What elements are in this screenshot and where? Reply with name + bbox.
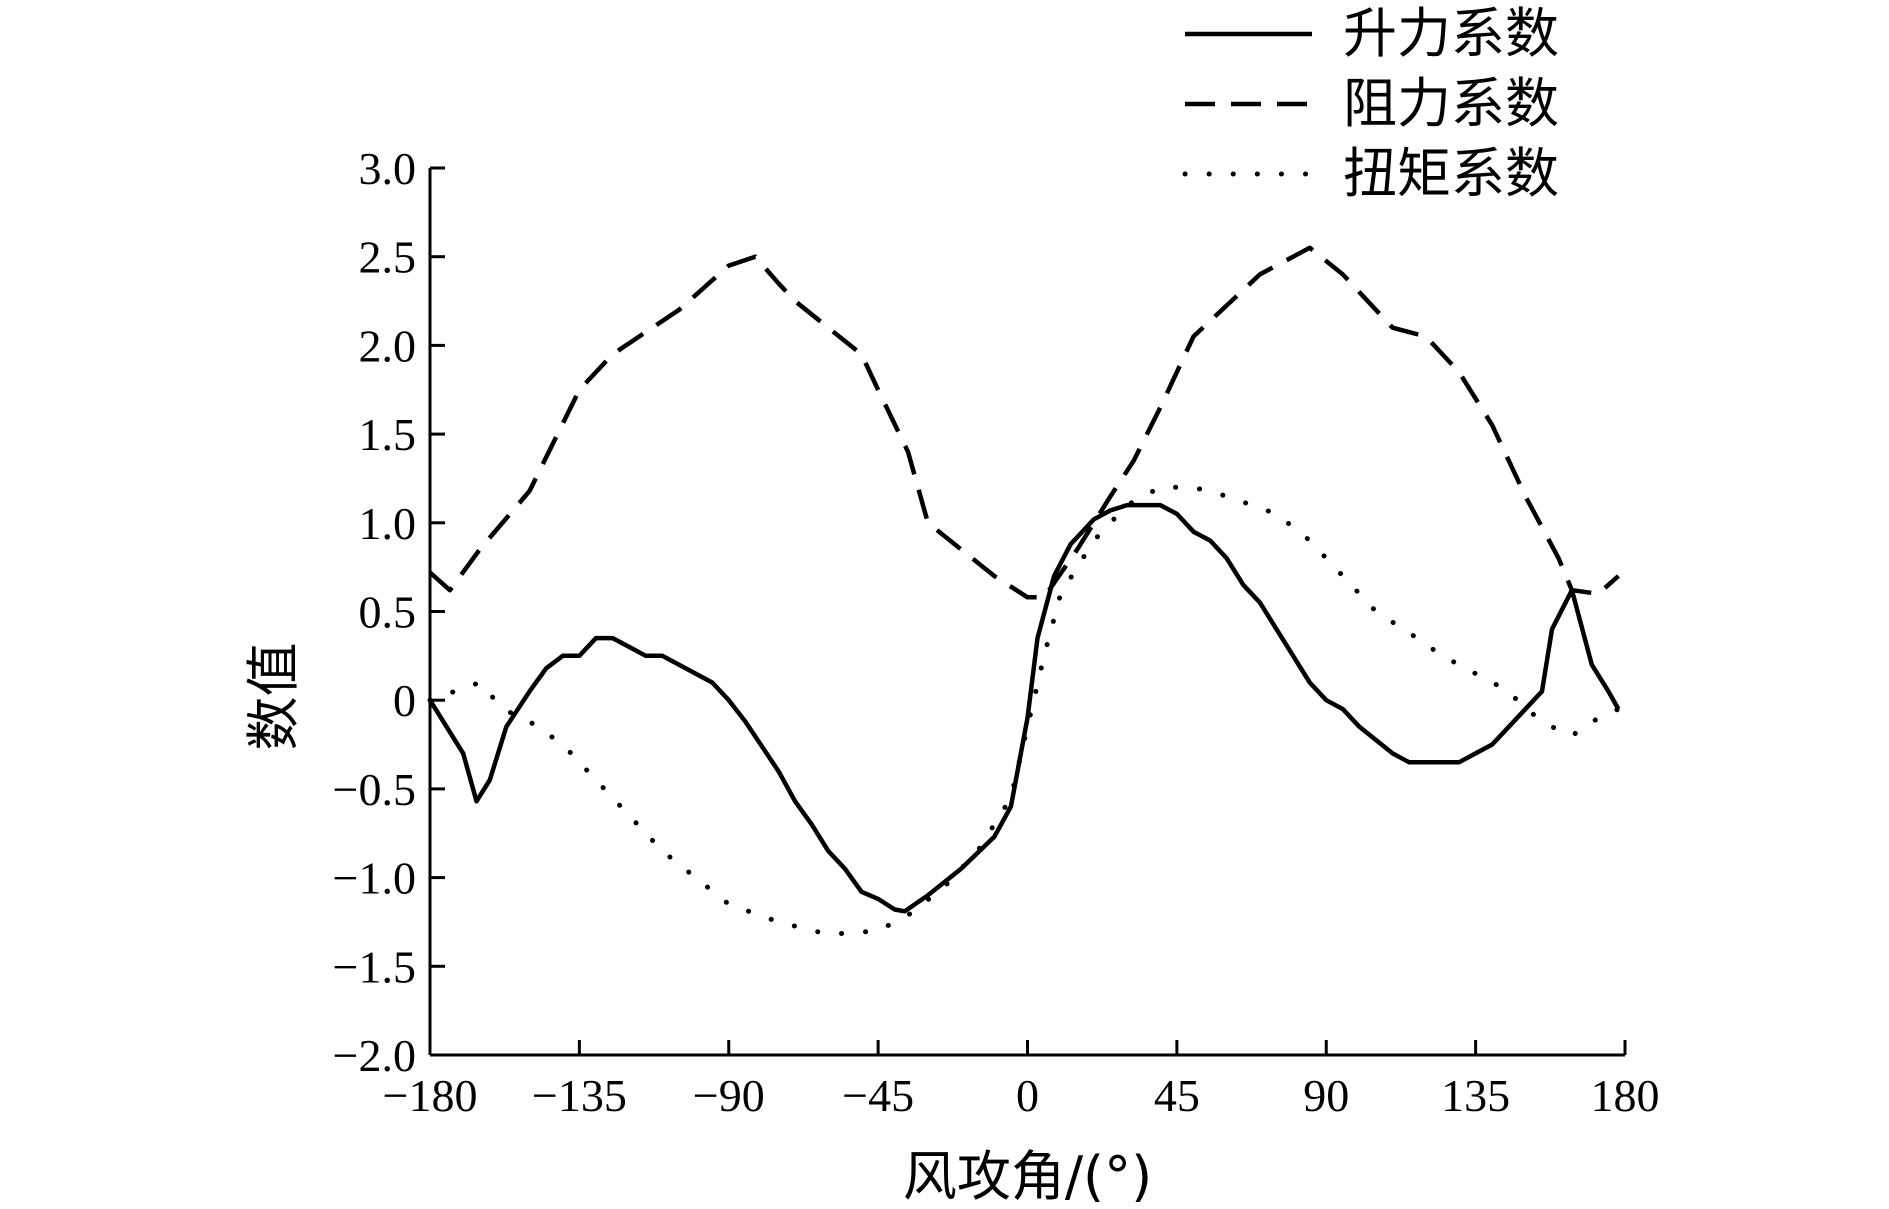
y-tick-label: −1.5: [333, 941, 416, 992]
plot-area: [427, 245, 1621, 937]
y-tick-label: 1.0: [359, 498, 417, 549]
x-tick-label: 0: [1016, 1070, 1039, 1121]
y-tick-label: 1.5: [359, 409, 417, 460]
legend-label: 升力系数: [1343, 2, 1559, 65]
lift-coefficient-line: [428, 502, 1621, 914]
x-tick-label: −90: [693, 1070, 765, 1121]
legend-label: 阻力系数: [1343, 72, 1559, 135]
x-tick-label: −180: [383, 1070, 478, 1121]
y-tick-label: 0.5: [359, 587, 417, 638]
x-tick-label: 180: [1591, 1070, 1660, 1121]
torque-coefficient-line: [427, 484, 1621, 937]
y-tick-label: 3.0: [359, 143, 417, 194]
legend-label: 扭矩系数: [1343, 142, 1559, 205]
y-tick-label: −0.5: [333, 764, 416, 815]
x-tick-label: −135: [532, 1070, 627, 1121]
x-tick-label: 135: [1441, 1070, 1510, 1121]
x-tick-label: −45: [842, 1070, 914, 1121]
x-tick-label: 45: [1154, 1070, 1200, 1121]
y-tick-label: −1.0: [333, 853, 416, 904]
y-axis-title: 数值: [242, 643, 305, 751]
x-tick-label: 90: [1303, 1070, 1349, 1121]
y-tick-label: 0: [393, 675, 416, 726]
y-tick-label: 2.5: [359, 232, 417, 283]
x-axis-title: 风攻角/(°): [903, 1145, 1152, 1208]
y-tick-label: −2.0: [333, 1030, 416, 1081]
drag-coefficient-line: [428, 245, 1620, 600]
axes: 3.0 2.5 2.0 1.5 1.0 0.5 0 −0.5 −1.0 −1.5 −2.0−180 −…: [333, 143, 1660, 1121]
y-tick-label: 2.0: [359, 320, 417, 371]
